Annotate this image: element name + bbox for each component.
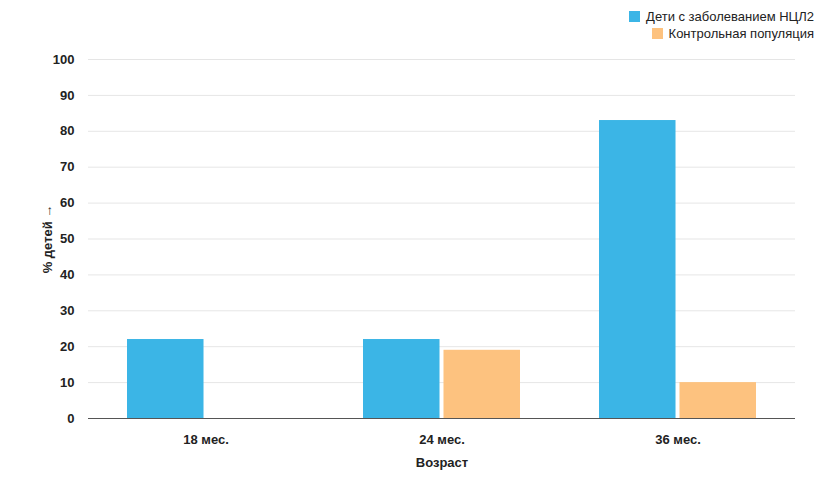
svg-text:70: 70 — [60, 159, 74, 174]
svg-text:50: 50 — [60, 231, 74, 246]
html-text:Дети с заболеванием НЦЛ2: Дети с заболеванием НЦЛ2 — [646, 9, 814, 24]
svg-text:30: 30 — [60, 303, 74, 318]
svg-text:% детей →: % детей → — [40, 205, 55, 274]
svg-text:90: 90 — [60, 88, 74, 103]
svg-text:0: 0 — [67, 411, 74, 426]
svg-text:36 мес.: 36 мес. — [655, 432, 701, 447]
svg-text:20: 20 — [60, 339, 74, 354]
svg-text:100: 100 — [53, 52, 75, 67]
svg-text:80: 80 — [60, 123, 74, 138]
svg-text:18 мес.: 18 мес. — [183, 432, 229, 447]
svg-text:60: 60 — [60, 195, 74, 210]
svg-text:40: 40 — [60, 267, 74, 282]
svg-text:Возраст: Возраст — [416, 455, 468, 470]
svg-text:10: 10 — [60, 375, 74, 390]
html-text:Контрольная популяция: Контрольная популяция — [668, 26, 814, 41]
svg-text:24 мес.: 24 мес. — [419, 432, 465, 447]
